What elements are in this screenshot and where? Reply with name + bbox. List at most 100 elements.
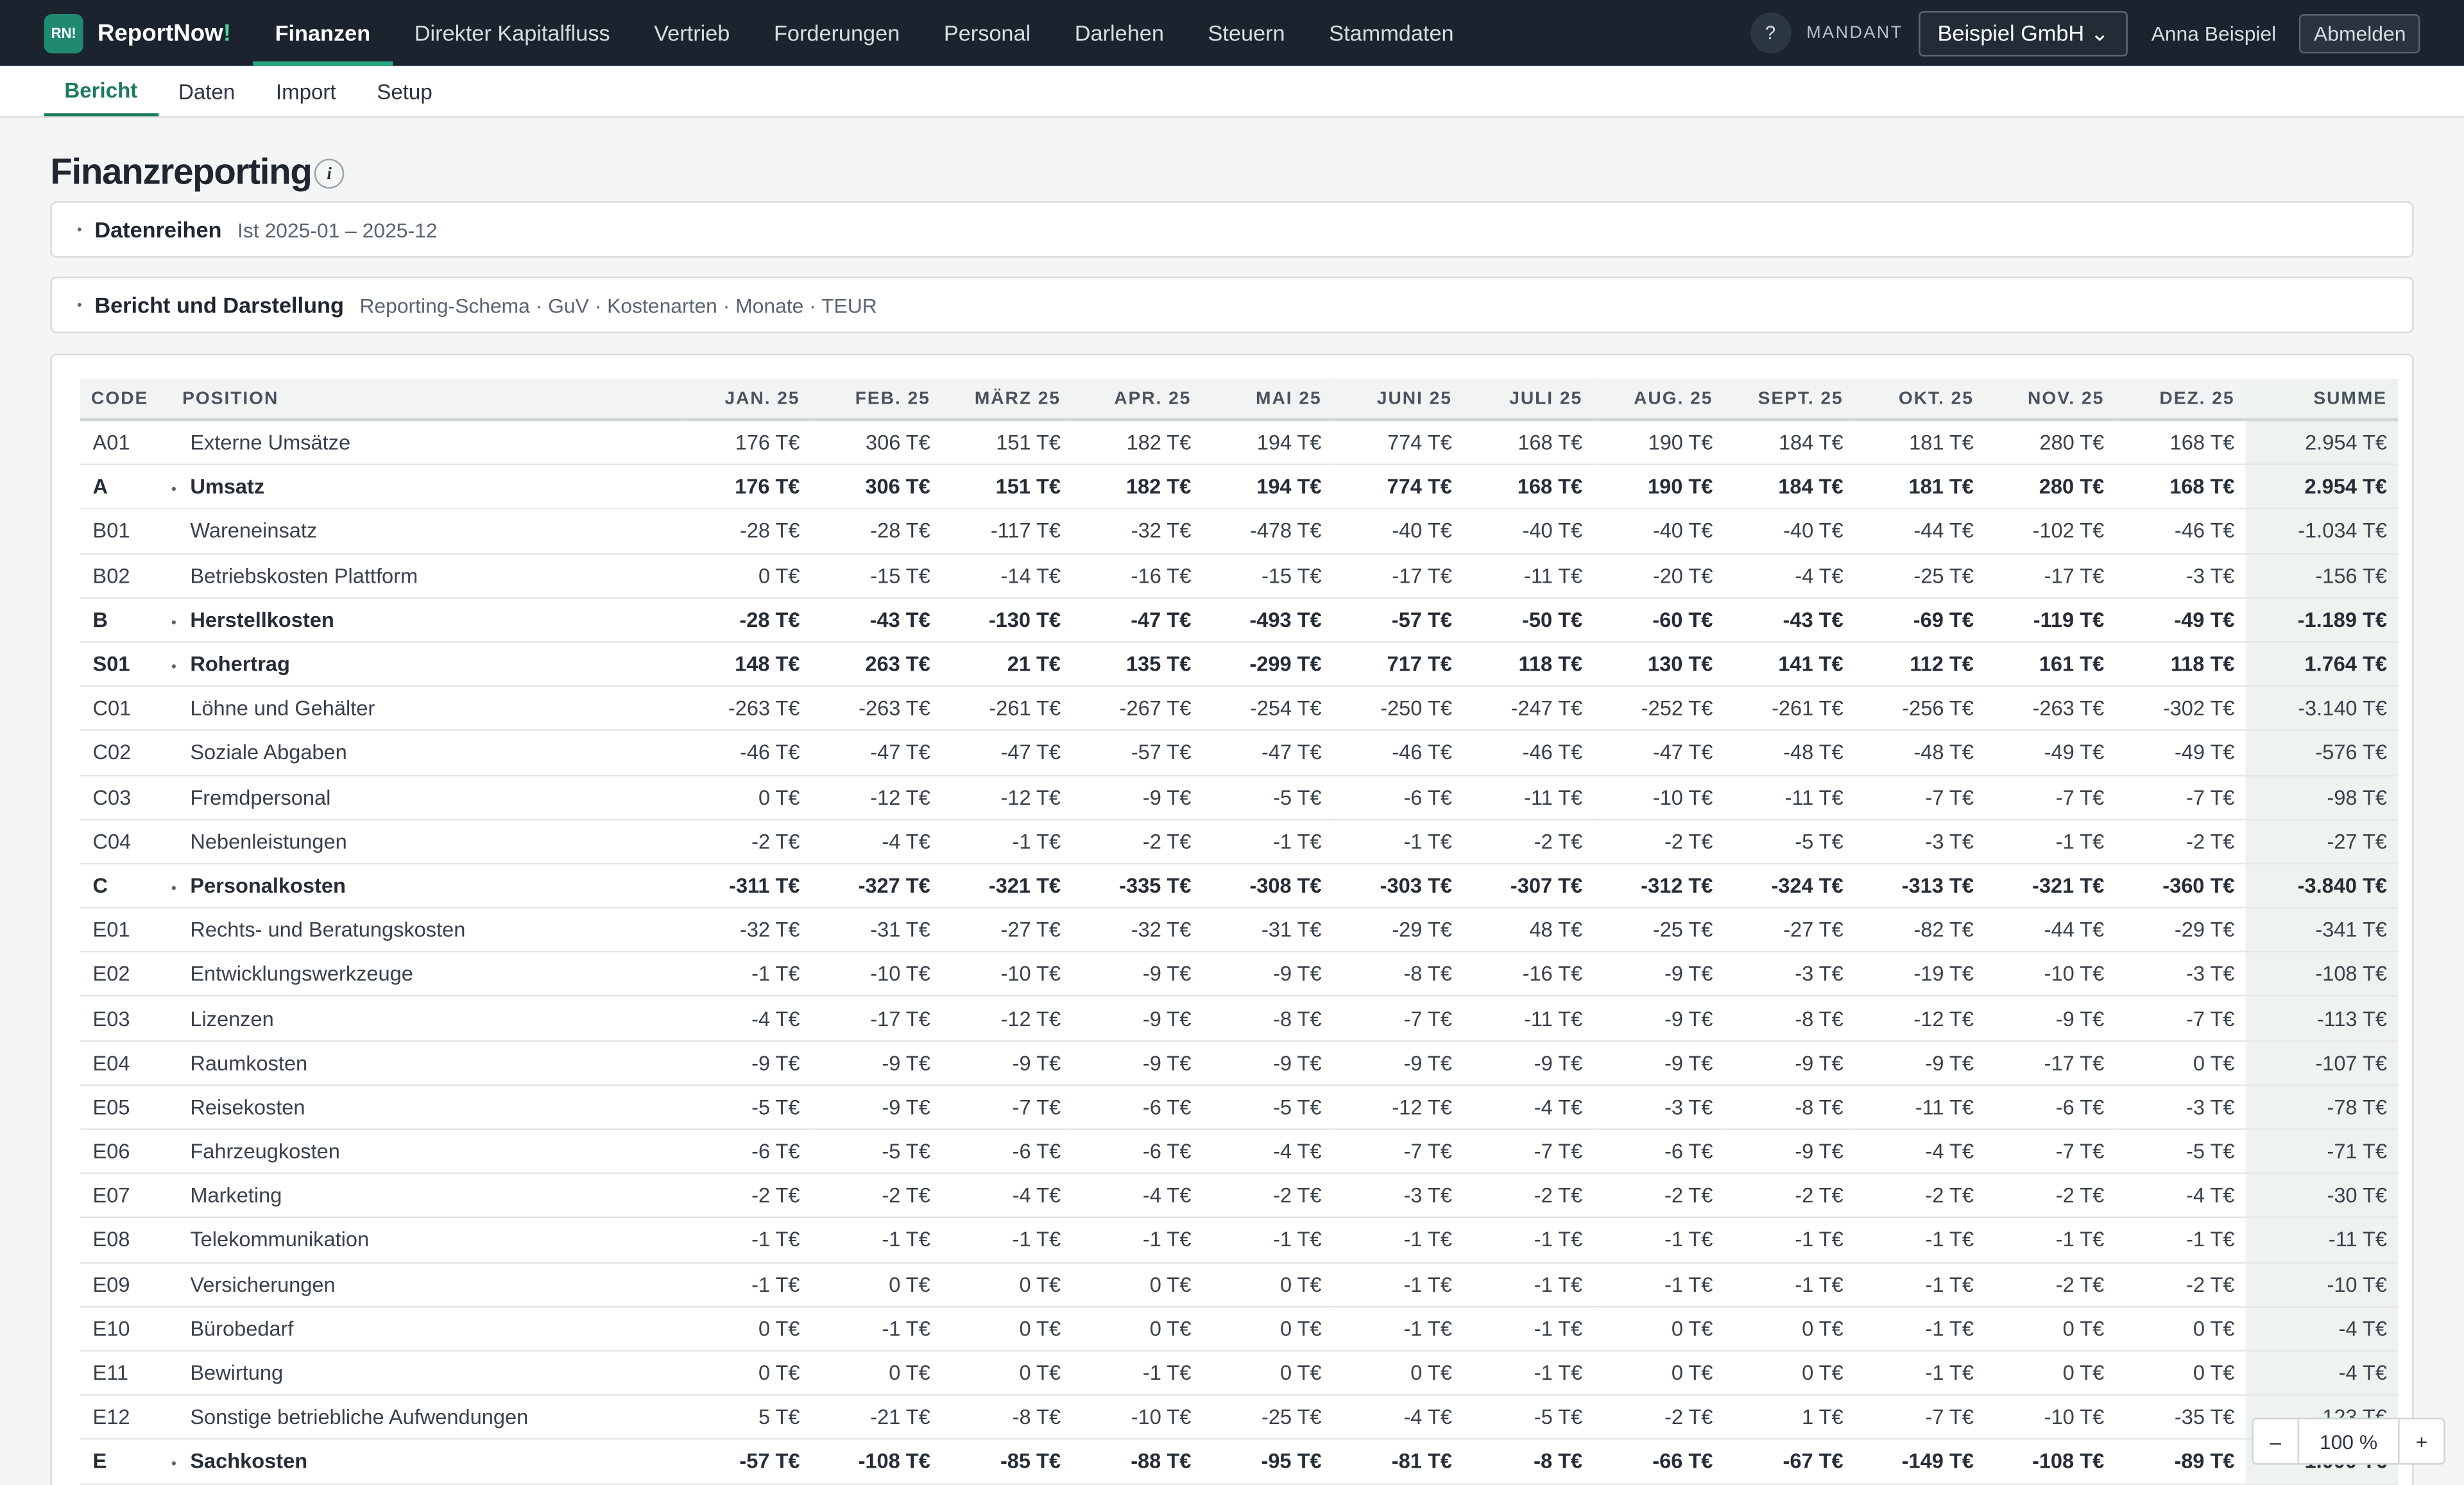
- sub-tab[interactable]: Daten: [178, 79, 235, 103]
- value-cell: -2 T€: [1593, 819, 1724, 864]
- value-cell: -20 T€: [1593, 553, 1724, 599]
- table-row[interactable]: E11 Bewirtung 0 T€ 0 T€ 0 T€ -1 T€ 0 T€ 0 T€ -1 …: [80, 1350, 2399, 1396]
- expand-bullet[interactable]: •: [171, 614, 176, 630]
- total-cell: -4 T€: [2245, 1306, 2399, 1352]
- chevron[interactable]: •: [77, 296, 82, 313]
- nav-item[interactable]: Personal: [943, 20, 1031, 46]
- value-cell: 168 T€: [1463, 465, 1594, 510]
- value-cell: -4 T€: [1332, 1395, 1464, 1441]
- value-cell: 118 T€: [1463, 642, 1594, 687]
- table-row[interactable]: B02 Betriebskosten Plattform 0 T€ -15 T€ -14…: [80, 553, 2399, 599]
- value-cell: 151 T€: [941, 465, 1072, 510]
- brand-name[interactable]: ReportNow: [97, 19, 223, 47]
- value-cell: -7 T€: [941, 1085, 1072, 1130]
- table-row[interactable]: E10 Bürobedarf 0 T€ -1 T€ 0 T€ 0 T€ 0 T€ -1 T€ -…: [80, 1306, 2399, 1352]
- table-row[interactable]: E08 Telekommunikation -1 T€ -1 T€ -1 T€ -1 T€…: [80, 1217, 2399, 1263]
- value-cell: 135 T€: [1072, 642, 1202, 687]
- table-row[interactable]: C • Personalkosten -311 T€ -327 T€ -321 T€ -33…: [80, 863, 2399, 909]
- nav-item[interactable]: Stammdaten: [1329, 20, 1454, 46]
- section-toggle[interactable]: • Datenreihen Ist 2025-01 – 2025-12: [50, 201, 2414, 258]
- table-row[interactable]: E02 Entwicklungswerkzeuge -1 T€ -10 T€ -10 T…: [80, 952, 2399, 997]
- position-cell: Raumkosten: [171, 1040, 681, 1086]
- sub-tab[interactable]: Bericht: [44, 66, 158, 117]
- table-row[interactable]: C03 Fremdpersonal 0 T€ -12 T€ -12 T€ -9 T€ -5 …: [80, 775, 2399, 820]
- code-cell: E03: [80, 996, 171, 1042]
- total-cell: -107 T€: [2245, 1040, 2399, 1086]
- total-cell: -30 T€: [2245, 1173, 2399, 1219]
- value-cell: -85 T€: [941, 1439, 1072, 1485]
- value-cell: 0 T€: [2115, 1350, 2246, 1396]
- table-row[interactable]: E03 Lizenzen -4 T€ -17 T€ -12 T€ -9 T€ -8 T€ -7…: [80, 996, 2399, 1042]
- table-row[interactable]: C01 Löhne und Gehälter -263 T€ -263 T€ -261 …: [80, 686, 2399, 732]
- value-cell: -6 T€: [1593, 1129, 1724, 1174]
- mandant-value[interactable]: Beispiel GmbH: [1937, 19, 2085, 45]
- total-cell: 2.954 T€: [2245, 465, 2399, 510]
- value-cell: 0 T€: [941, 1350, 1072, 1396]
- chevron[interactable]: •: [77, 221, 82, 237]
- nav-item[interactable]: Direkter Kapitalfluss: [414, 20, 610, 46]
- code-cell: E01: [80, 907, 171, 953]
- table-row[interactable]: E05 Reisekosten -5 T€ -9 T€ -7 T€ -6 T€ -5 T€ -…: [80, 1085, 2399, 1130]
- value-cell: -9 T€: [1593, 952, 1724, 997]
- nav-item[interactable]: Steuern: [1208, 20, 1285, 46]
- value-cell: 194 T€: [1202, 465, 1333, 510]
- table-row[interactable]: E09 Versicherungen -1 T€ 0 T€ 0 T€ 0 T€ 0 T€ -1…: [80, 1262, 2399, 1307]
- section-toggle[interactable]: • Bericht und Darstellung Reporting-Schema…: [50, 277, 2414, 334]
- value-cell: 194 T€: [1202, 419, 1333, 466]
- value-cell: -7 T€: [1854, 1395, 1985, 1441]
- brand-mark[interactable]: !: [223, 19, 232, 47]
- position-cell: Soziale Abgaben: [171, 730, 681, 776]
- table-row[interactable]: S01 • Rohertrag 148 T€ 263 T€ 21 T€ 135 T€ -299…: [80, 642, 2399, 687]
- value-cell: -335 T€: [1072, 863, 1202, 909]
- help-button[interactable]: ?: [1750, 12, 1791, 54]
- value-cell: 0 T€: [1985, 1350, 2116, 1396]
- value-cell: -313 T€: [1854, 863, 1985, 909]
- section-title[interactable]: Bericht und Darstellung: [94, 292, 344, 318]
- expand-bullet[interactable]: •: [171, 880, 176, 896]
- table-row[interactable]: A01 Externe Umsätze 176 T€ 306 T€ 151 T€ 182 …: [80, 419, 2399, 466]
- position-cell: Wareneinsatz: [171, 509, 681, 554]
- value-cell: -16 T€: [1463, 952, 1594, 997]
- nav-item[interactable]: Finanzen: [253, 0, 393, 66]
- mandant-select[interactable]: Beispiel GmbH ⌄: [1919, 10, 2128, 56]
- table-row[interactable]: E01 Rechts- und Beratungskosten -32 T€ -31 …: [80, 907, 2399, 953]
- logout-button[interactable]: Abmelden: [2299, 13, 2420, 53]
- expand-bullet[interactable]: •: [171, 1455, 176, 1472]
- table-row[interactable]: E04 Raumkosten -9 T€ -9 T€ -9 T€ -9 T€ -9 T€ -9…: [80, 1040, 2399, 1086]
- info-button[interactable]: i: [314, 159, 345, 189]
- section-title[interactable]: Datenreihen: [94, 216, 222, 243]
- brand[interactable]: ReportNow!: [98, 20, 231, 47]
- value-cell: 0 T€: [680, 1306, 811, 1352]
- value-cell: -247 T€: [1463, 686, 1594, 732]
- value-cell: -250 T€: [1332, 686, 1464, 732]
- nav-item[interactable]: Vertrieb: [654, 20, 730, 46]
- value-cell: 0 T€: [1072, 1306, 1202, 1352]
- table-row[interactable]: C04 Nebenleistungen -2 T€ -4 T€ -1 T€ -2 T€ -1…: [80, 819, 2399, 864]
- value-cell: -31 T€: [810, 907, 941, 953]
- sub-tab[interactable]: Import: [275, 79, 336, 103]
- expand-bullet[interactable]: •: [171, 481, 176, 497]
- value-cell: 130 T€: [1593, 642, 1724, 687]
- value-cell: -4 T€: [1463, 1085, 1594, 1130]
- table-row[interactable]: E06 Fahrzeugkosten -6 T€ -5 T€ -6 T€ -6 T€ -4 …: [80, 1129, 2399, 1174]
- total-cell: -341 T€: [2245, 907, 2399, 953]
- value-cell: -6 T€: [1332, 775, 1464, 820]
- zoom-in[interactable]: +: [2398, 1419, 2443, 1464]
- position-name: Betriebskosten Plattform: [190, 563, 418, 588]
- table-row[interactable]: E12 Sonstige betriebliche Aufwendungen 5 T…: [80, 1395, 2399, 1441]
- table-row[interactable]: E07 Marketing -2 T€ -2 T€ -4 T€ -4 T€ -2 T€ -3 …: [80, 1173, 2399, 1219]
- value-cell: -32 T€: [1072, 907, 1202, 953]
- nav-item[interactable]: Darlehen: [1074, 20, 1164, 46]
- value-cell: -2 T€: [2115, 1262, 2246, 1307]
- table-row[interactable]: A • Umsatz 176 T€ 306 T€ 151 T€ 182 T€ 194 T€ 77…: [80, 465, 2399, 510]
- table-row[interactable]: B • Herstellkosten -28 T€ -43 T€ -130 T€ -47 T…: [80, 597, 2399, 643]
- sub-tab[interactable]: Setup: [377, 79, 432, 103]
- value-cell: -7 T€: [1332, 996, 1464, 1042]
- nav-item[interactable]: Forderungen: [773, 20, 900, 46]
- expand-bullet[interactable]: •: [171, 658, 176, 674]
- table-row[interactable]: B01 Wareneinsatz -28 T€ -28 T€ -117 T€ -32 T€…: [80, 509, 2399, 554]
- value-cell: -130 T€: [941, 597, 1072, 643]
- table-row[interactable]: C02 Soziale Abgaben -46 T€ -47 T€ -47 T€ -57 …: [80, 730, 2399, 776]
- table-row[interactable]: E • Sachkosten -57 T€ -108 T€ -85 T€ -88 T€ -95…: [80, 1439, 2399, 1485]
- zoom-out[interactable]: –: [2254, 1419, 2299, 1464]
